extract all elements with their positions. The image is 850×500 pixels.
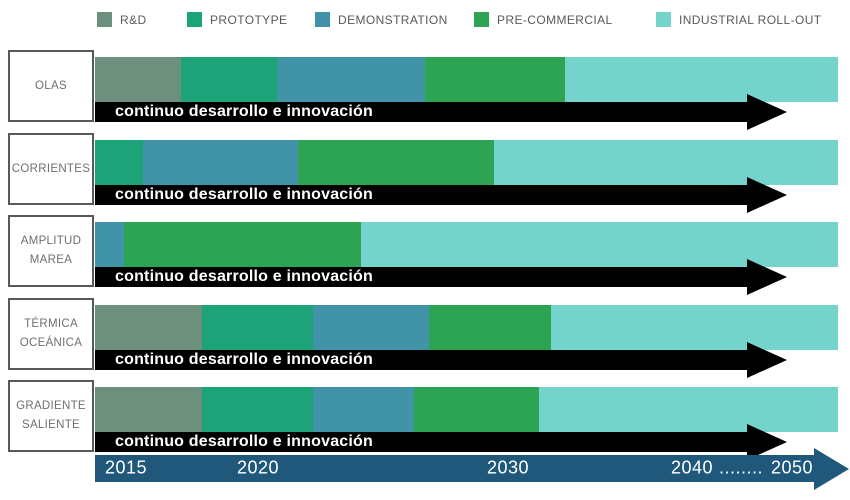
segment-demonstration xyxy=(277,57,425,102)
legend-item-prototype: PROTOTYPE xyxy=(187,12,287,27)
precommercial-swatch-icon xyxy=(474,12,489,27)
row-label-termica-oceanica: TÉRMICA OCEÁNICA xyxy=(8,298,94,370)
row-label-line: OLAS xyxy=(35,79,67,92)
timeline-axis: 2015 2020 2030 2040........ 2050 xyxy=(95,447,849,490)
demonstration-swatch-icon xyxy=(315,12,330,27)
segment-rd xyxy=(95,305,202,350)
row-label-line: SALIENTE xyxy=(21,419,80,431)
timeline-arrow-icon xyxy=(814,447,849,490)
segment-industrial xyxy=(539,387,838,432)
segment-demonstration xyxy=(313,387,414,432)
legend-item-rd: R&D xyxy=(97,12,147,27)
innovation-arrow-label: continuo desarrollo e innovación xyxy=(115,186,373,203)
innovation-arrow-label: continuo desarrollo e innovación xyxy=(115,351,373,368)
legend-item-industrial: INDUSTRIAL ROLL-OUT xyxy=(656,12,822,27)
phase-track-gradiente-saliente xyxy=(95,387,838,432)
innovation-arrow-shaft: continuo desarrollo e innovación xyxy=(95,102,747,122)
innovation-arrow-label: continuo desarrollo e innovación xyxy=(115,268,373,285)
legend-label-rd: R&D xyxy=(120,12,147,27)
innovation-arrow-label: continuo desarrollo e innovación xyxy=(115,433,373,450)
legend-label-industrial: INDUSTRIAL ROLL-OUT xyxy=(679,12,822,27)
innovation-arrow-shaft: continuo desarrollo e innovación xyxy=(95,432,747,452)
segment-precommercial xyxy=(425,57,565,102)
segment-precommercial xyxy=(124,222,361,267)
innovation-arrow-head-icon xyxy=(747,342,787,378)
segment-rd xyxy=(95,57,181,102)
innovation-arrow-shaft: continuo desarrollo e innovación xyxy=(95,185,747,205)
segment-demonstration xyxy=(95,222,124,267)
row-label-corrientes: CORRIENTES xyxy=(8,133,94,205)
axis-tick-2050: 2050 xyxy=(770,457,814,478)
innovation-arrow-head-icon xyxy=(747,259,787,295)
segment-precommercial xyxy=(414,387,539,432)
legend: R&D PROTOTYPE DEMONSTRATION PRE-COMMERCIAL I… xyxy=(0,0,850,42)
row-corrientes: CORRIENTES continuo desarrollo e innovaci… xyxy=(0,133,850,213)
row-label-line: TÉRMICA xyxy=(24,318,78,331)
axis-tick-dotdotdotdotdotdotdotdot: ........ xyxy=(718,457,764,478)
innovation-arrow-head-icon xyxy=(747,424,787,460)
timeline-axis-bar: 2015 2020 2030 2040........ 2050 xyxy=(95,455,815,482)
row-label-amplitud-marea: AMPLITUD MAREA xyxy=(8,215,94,287)
segment-rd xyxy=(95,387,202,432)
segment-prototype xyxy=(202,387,313,432)
segment-prototype xyxy=(202,305,313,350)
legend-label-precommercial: PRE-COMMERCIAL xyxy=(497,12,613,27)
innovation-arrow-shaft: continuo desarrollo e innovación xyxy=(95,267,747,287)
segment-precommercial xyxy=(429,305,551,350)
row-label-line: AMPLITUD xyxy=(20,235,82,248)
axis-tick-2030: 2030 xyxy=(486,457,530,478)
phase-track-termica-oceanica xyxy=(95,305,838,350)
innovation-arrow-shaft: continuo desarrollo e innovación xyxy=(95,350,747,370)
row-label-line: OCEÁNICA xyxy=(19,337,83,349)
innovation-arrow-head-icon xyxy=(747,177,787,213)
prototype-swatch-icon xyxy=(187,12,202,27)
legend-item-demonstration: DEMONSTRATION xyxy=(315,12,448,27)
row-label-gradiente-saliente: GRADIENTE SALIENTE xyxy=(8,380,94,452)
row-label-line: GRADIENTE xyxy=(16,400,86,413)
axis-tick-2040: 2040 xyxy=(670,457,714,478)
segment-prototype xyxy=(95,140,143,185)
axis-tick-2020: 2020 xyxy=(236,457,280,478)
segment-industrial xyxy=(551,305,838,350)
row-olas: OLAS continuo desarrollo e innovación xyxy=(0,50,850,130)
row-label-olas: OLAS xyxy=(8,50,94,122)
row-label-line: CORRIENTES xyxy=(11,162,91,175)
row-termica-oceanica: TÉRMICA OCEÁNICA continuo desarrollo e inn… xyxy=(0,298,850,378)
row-gradiente-saliente: GRADIENTE SALIENTE continuo desarrollo e i… xyxy=(0,380,850,460)
axis-tick-2015: 2015 xyxy=(104,457,148,478)
innovation-arrow-head-icon xyxy=(747,94,787,130)
row-amplitud-marea: AMPLITUD MAREA continuo desarrollo e innov… xyxy=(0,215,850,295)
industrial-swatch-icon xyxy=(656,12,671,27)
segment-demonstration xyxy=(143,140,298,185)
segment-industrial xyxy=(565,57,838,102)
segment-precommercial xyxy=(298,140,494,185)
segment-prototype xyxy=(181,57,277,102)
rd-swatch-icon xyxy=(97,12,112,27)
phase-track-amplitud-marea xyxy=(95,222,838,267)
phase-track-olas xyxy=(95,57,838,102)
legend-label-prototype: PROTOTYPE xyxy=(210,12,288,27)
row-label-line: MAREA xyxy=(29,254,73,266)
phase-track-corrientes xyxy=(95,140,838,185)
innovation-arrow-label: continuo desarrollo e innovación xyxy=(115,103,373,120)
legend-item-precommercial: PRE-COMMERCIAL xyxy=(474,12,613,27)
segment-demonstration xyxy=(313,305,429,350)
legend-label-demonstration: DEMONSTRATION xyxy=(338,12,448,27)
